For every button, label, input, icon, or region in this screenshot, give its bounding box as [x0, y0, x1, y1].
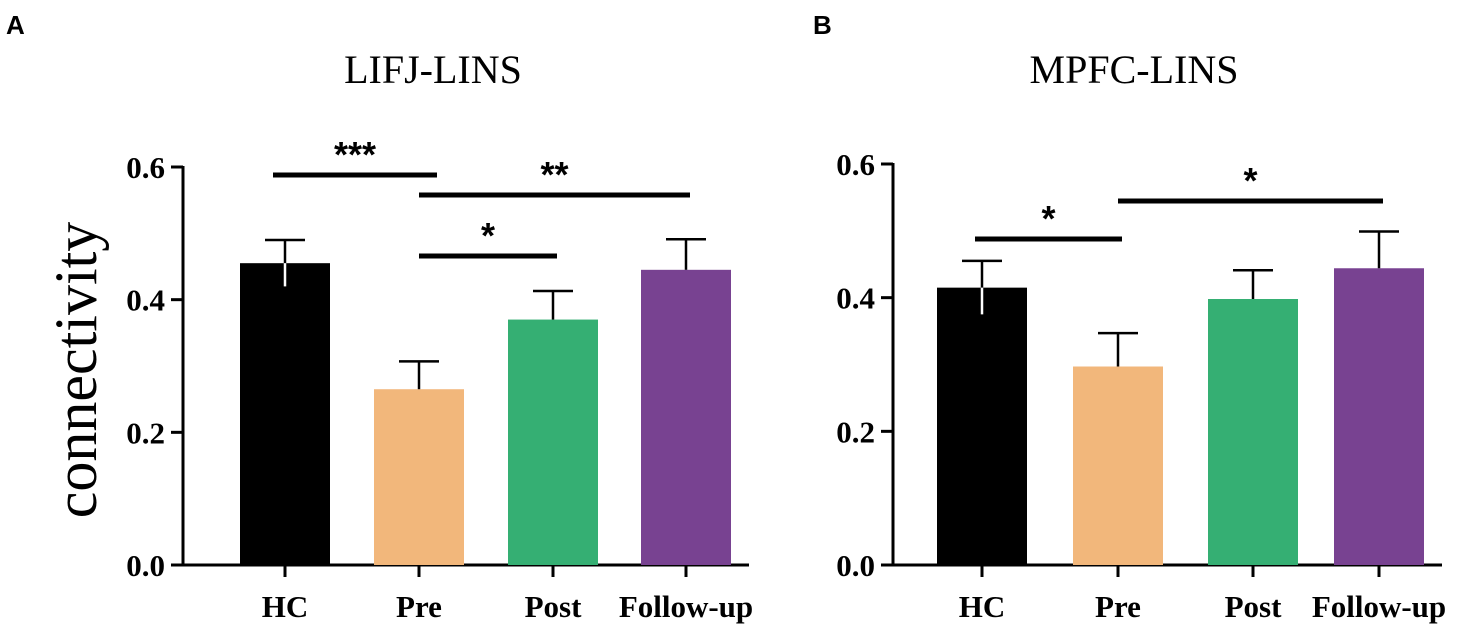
chart-title-b: MPFC-LINS — [1030, 47, 1239, 92]
significance-label: *** — [334, 134, 376, 175]
y-tick-label: 0.0 — [126, 548, 165, 583]
bar-post — [1208, 299, 1298, 565]
x-tick-label: Post — [1225, 589, 1283, 624]
y-tick-label: 0.2 — [126, 415, 165, 450]
bar-hc — [240, 263, 330, 565]
x-tick-label: Pre — [396, 589, 442, 624]
bar-post — [508, 319, 598, 565]
bar-hc — [937, 287, 1027, 565]
y-tick-label: 0.6 — [126, 150, 165, 185]
bar-pre — [1073, 366, 1163, 565]
y-axis-label: connectivity — [43, 222, 109, 519]
x-tick-label: HC — [262, 589, 309, 624]
significance-label: ** — [540, 154, 568, 195]
chart-panel-b: 0.0 0.2 0.4 0.6 HC Pre Post Follow-up * * — [836, 147, 1446, 624]
x-tick-label: Post — [525, 589, 583, 624]
chart-title-a: LIFJ-LINS — [344, 47, 522, 92]
panel-letter-a: A — [6, 10, 25, 40]
y-tick-label: 0.6 — [836, 147, 875, 182]
panel-letter-b: B — [813, 10, 832, 40]
bar-follow-up — [641, 269, 731, 565]
x-tick-label: Follow-up — [619, 589, 753, 624]
bar-pre — [374, 389, 464, 565]
chart-panel-a: 0.00.20.40.6HC Pre Post Follow-up*** *** — [126, 134, 753, 624]
y-tick-label: 0.2 — [836, 414, 875, 449]
x-tick-label: HC — [959, 589, 1006, 624]
x-tick-label: Pre — [1095, 589, 1141, 624]
significance-label: * — [1041, 198, 1055, 239]
significance-label: * — [481, 215, 495, 256]
bar-follow-up — [1334, 268, 1424, 565]
significance-label: * — [1243, 160, 1257, 201]
x-tick-label: Follow-up — [1312, 589, 1446, 624]
y-tick-label: 0.0 — [836, 548, 875, 583]
y-tick-label: 0.4 — [126, 283, 165, 318]
y-tick-label: 0.4 — [836, 281, 875, 316]
